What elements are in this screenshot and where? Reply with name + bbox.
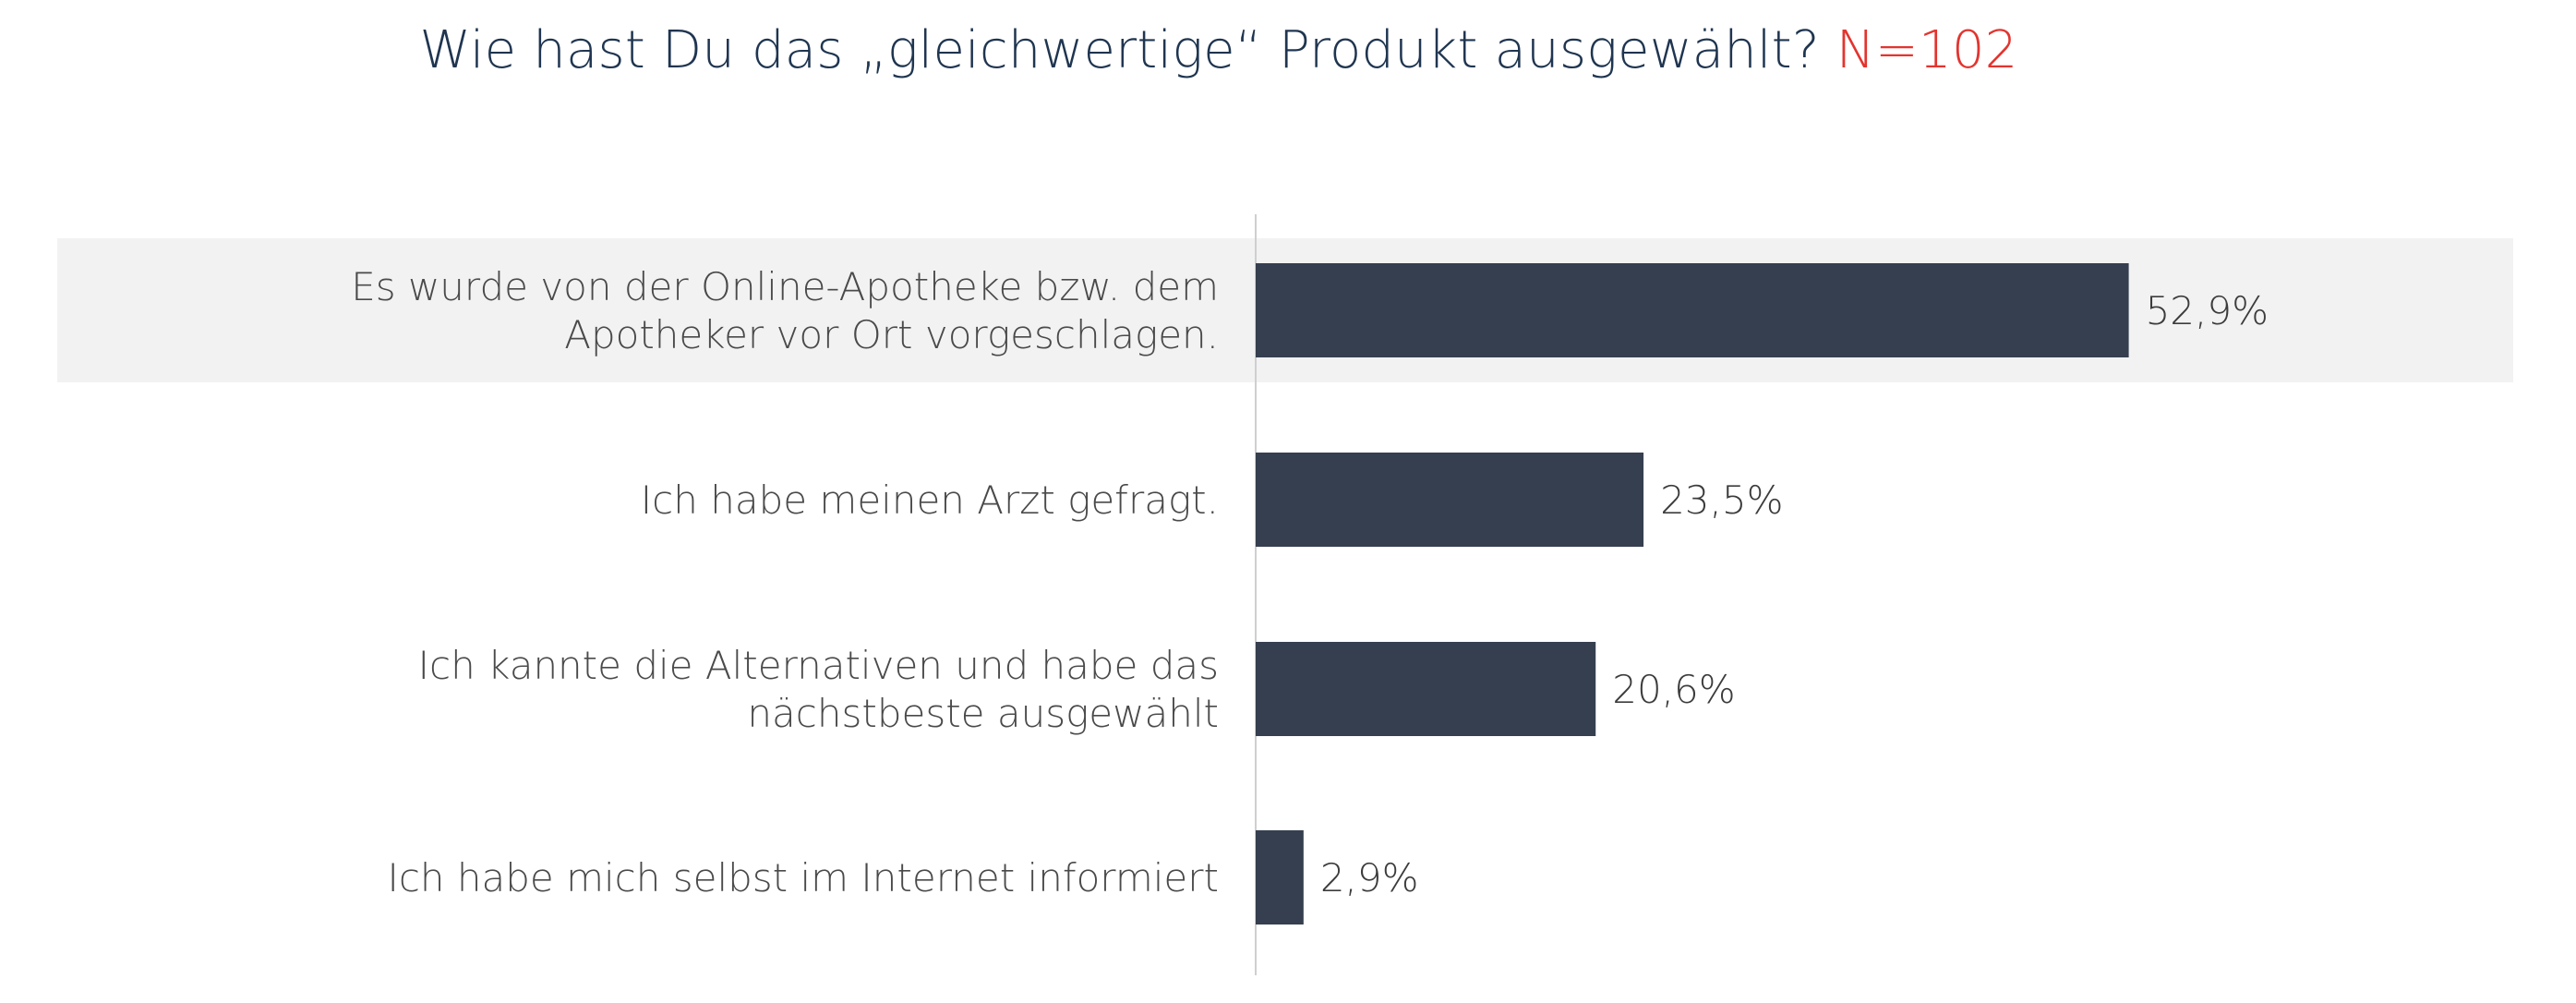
category-label-line: Apotheker vor Ort vorgeschlagen. bbox=[564, 312, 1219, 357]
category-label-line: Ich kannte die Alternativen und habe das bbox=[418, 643, 1219, 688]
value-label: 20,6% bbox=[1612, 667, 1735, 712]
category-label-line: nächstbeste ausgewählt bbox=[747, 691, 1219, 736]
bar bbox=[1256, 830, 1304, 924]
category-label: Es wurde von der Online-Apotheke bzw. de… bbox=[351, 264, 1219, 357]
value-label: 52,9% bbox=[2146, 288, 2269, 333]
category-label-line: Es wurde von der Online-Apotheke bzw. de… bbox=[351, 264, 1219, 309]
category-label: Ich kannte die Alternativen und habe das… bbox=[418, 643, 1219, 736]
category-label-line: Ich habe mich selbst im Internet informi… bbox=[387, 855, 1219, 900]
bar bbox=[1256, 642, 1596, 736]
chart-title: Wie hast Du das „gleichwertige“ Produkt … bbox=[0, 20, 2438, 80]
bar bbox=[1256, 453, 1644, 547]
value-label: 23,5% bbox=[1660, 477, 1783, 523]
category-label: Ich habe mich selbst im Internet informi… bbox=[387, 855, 1219, 900]
bar bbox=[1256, 263, 2129, 357]
chart-title-text: Wie hast Du das „gleichwertige“ Produkt … bbox=[419, 20, 1820, 80]
sample-size-label: N=102 bbox=[1836, 20, 2018, 80]
value-label: 2,9% bbox=[1320, 855, 1419, 900]
category-label-line: Ich habe meinen Arzt gefragt. bbox=[641, 477, 1219, 523]
category-label: Ich habe meinen Arzt gefragt. bbox=[641, 477, 1219, 523]
